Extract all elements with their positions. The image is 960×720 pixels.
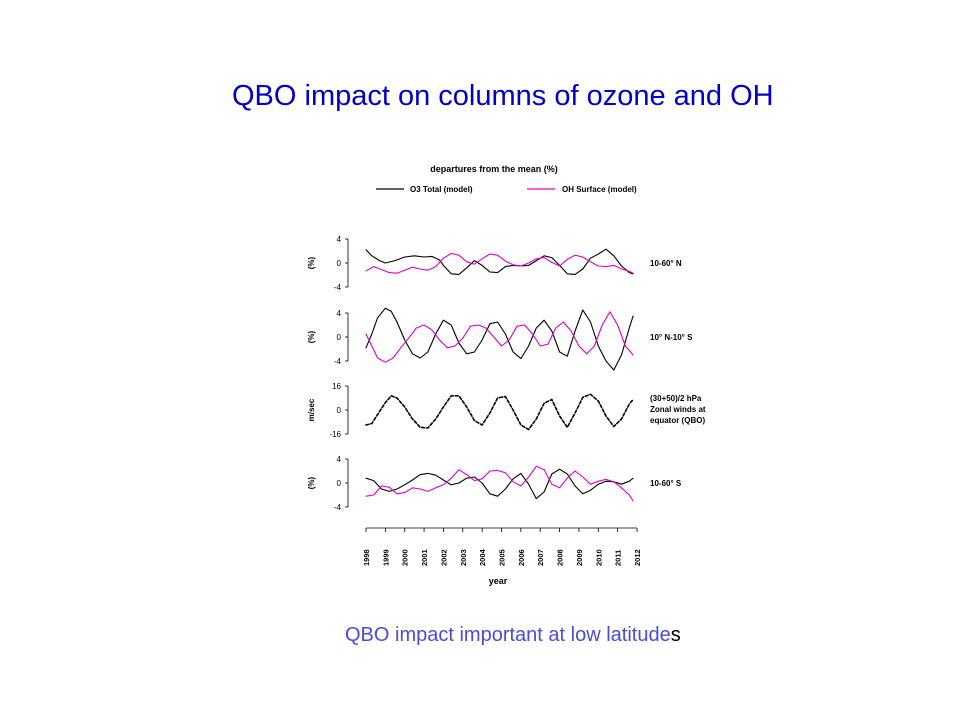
panel-3-y-tick-label: 16 xyxy=(332,382,341,391)
panel-3-y-tick-label: 0 xyxy=(337,406,342,415)
panel-4-y-tick-label: -4 xyxy=(334,503,342,512)
chart-title: departures from the mean (%) xyxy=(430,164,558,174)
panel-4-series-2 xyxy=(365,465,634,502)
panel-2-series-1 xyxy=(365,307,634,371)
x-tick-label: 2003 xyxy=(459,549,468,566)
panel-1: 4 0 -4 (%) 10-60° N xyxy=(307,235,682,292)
chart-legend: O3 Total (model) OH Surface (model) xyxy=(376,185,637,194)
panel-4-y-label: (%) xyxy=(307,476,316,489)
x-tick-label: 2009 xyxy=(575,549,584,566)
panel-2-y-tick-label: 4 xyxy=(337,309,342,318)
panel-2-y-label: (%) xyxy=(307,330,316,343)
panel-2-y-tick-label: -4 xyxy=(334,357,342,366)
legend-label-2: OH Surface (model) xyxy=(562,185,637,194)
panel-4-y-tick-label: 4 xyxy=(337,455,342,464)
caption-tail-text: s xyxy=(670,624,681,646)
x-tick-label: 2012 xyxy=(633,549,642,566)
panel-1-series-1 xyxy=(365,248,634,275)
panel-3-y-tick-label: -16 xyxy=(329,430,341,439)
panel-1-label: 10-60° N xyxy=(650,259,682,268)
panel-4-label: 10-60° S xyxy=(650,479,682,488)
chart-panels: 4 0 -4 (%) 10-60° N 4 0 -4 (%) 10° N-10° S 16 0 -16 m… xyxy=(307,235,706,512)
x-tick-label: 2011 xyxy=(614,550,623,566)
x-tick-label: 2000 xyxy=(401,549,410,566)
panel-1-series-2 xyxy=(365,252,634,274)
x-tick-label: 2004 xyxy=(478,548,487,566)
x-tick-label: 2002 xyxy=(439,549,448,566)
panel-3-series-1 xyxy=(365,393,634,431)
panel-3-label: (30+50)/2 hPa xyxy=(650,394,702,403)
x-tick-label: 2008 xyxy=(556,549,565,566)
panel-1-y-label: (%) xyxy=(307,256,316,269)
slide-title: QBO impact on columns of ozone and OH xyxy=(232,80,774,112)
x-tick-label: 2010 xyxy=(594,549,603,566)
x-tick-label: 1998 xyxy=(362,549,371,566)
panel-2-series-2 xyxy=(365,311,634,363)
panel-3-y-label: m/sec xyxy=(307,398,316,421)
panel-4: 4 0 -4 (%) 10-60° S xyxy=(307,455,682,512)
x-tick-label: 2005 xyxy=(498,549,507,566)
x-axis: 1998 1999 2000 2001 2002 2003 2004 2005 2006 2007… xyxy=(362,527,642,566)
x-tick-label: 1999 xyxy=(381,549,390,566)
panel-3: 16 0 -16 m/sec (30+50)/2 hPa Zonal winds at eq… xyxy=(307,382,706,439)
panel-1-y-tick-label: -4 xyxy=(334,283,342,292)
panel-2-label: 10° N-10° S xyxy=(650,333,693,342)
x-tick-label: 2006 xyxy=(517,549,526,566)
panel-4-y-tick-label: 0 xyxy=(337,479,342,488)
panel-3-label: equator (QBO) xyxy=(650,416,705,425)
panel-1-y-tick-label: 4 xyxy=(337,235,342,244)
panel-1-y-tick-label: 0 xyxy=(337,259,342,268)
x-tick-label: 2001 xyxy=(420,549,429,566)
slide-caption: QBO impact important at low latitudes xyxy=(345,624,681,647)
x-tick-label: 2007 xyxy=(536,549,545,566)
x-axis-label: year xyxy=(489,576,508,586)
panel-2: 4 0 -4 (%) 10° N-10° S xyxy=(307,307,693,371)
legend-label-1: O3 Total (model) xyxy=(410,185,473,194)
panel-2-y-tick-label: 0 xyxy=(337,333,342,342)
caption-main-text: QBO impact important at low latitude xyxy=(345,624,671,646)
panel-4-series-1 xyxy=(365,468,634,500)
panel-3-label: Zonal winds at xyxy=(650,405,706,414)
